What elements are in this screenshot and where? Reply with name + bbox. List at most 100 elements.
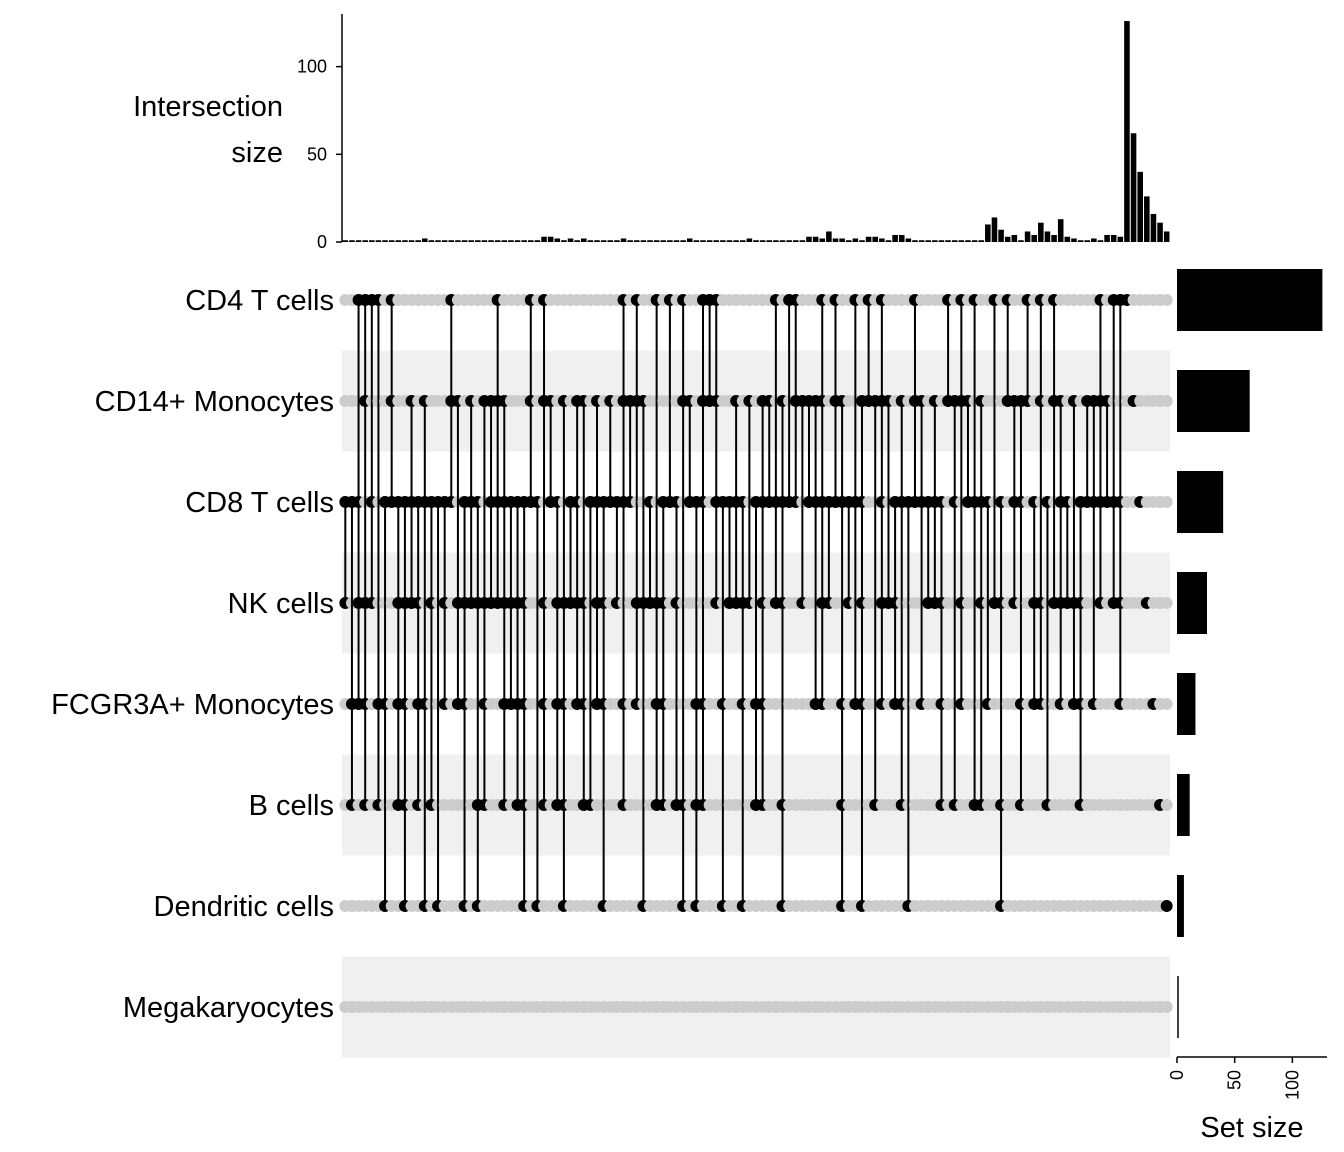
intersection-bar [441, 240, 448, 242]
intersection-bar [508, 240, 514, 242]
matrix-dot-inactive [1160, 698, 1173, 710]
intersection-bar [402, 240, 408, 242]
intersection-bar [574, 240, 580, 242]
intersection-bar [547, 236, 554, 242]
intersection-bar [534, 240, 541, 242]
set-size-bars [1177, 269, 1323, 1038]
intersection-bar [686, 238, 693, 242]
intersection-bar [1077, 240, 1084, 242]
intersection-bar [521, 240, 527, 242]
intersection-bar [918, 240, 925, 242]
intersection-bar [607, 240, 614, 242]
intersection-bar [965, 240, 971, 242]
intersection-tick-label: 0 [317, 232, 327, 252]
intersection-bar [461, 240, 468, 242]
intersection-bar [673, 240, 680, 242]
intersection-bar [554, 238, 561, 242]
intersection-bar [408, 240, 415, 242]
intersection-bar [739, 240, 746, 242]
intersection-bar [422, 238, 428, 242]
intersection-bar [428, 240, 435, 242]
intersection-tick-label: 50 [307, 144, 327, 164]
intersection-bar [872, 236, 879, 242]
intersection-bar [753, 240, 759, 242]
intersection-bar [759, 240, 766, 242]
intersection-bar [971, 240, 978, 242]
intersection-bar [885, 240, 892, 242]
intersection-bar [501, 240, 508, 242]
intersection-bars [342, 21, 1170, 243]
set-label: CD4 T cells [185, 285, 334, 317]
set-label: NK cells [228, 588, 334, 620]
intersection-bar [819, 238, 826, 242]
intersection-bar [448, 240, 455, 242]
matrix-dot-inactive [1160, 395, 1173, 407]
intersection-bar [435, 240, 441, 242]
intersection-axis-title-line-1: Intersection [133, 91, 283, 123]
intersection-bar [1144, 196, 1150, 242]
intersection-bar [700, 240, 706, 242]
intersection-bar [706, 240, 713, 242]
intersection-bar [528, 240, 534, 242]
intersection-bar [879, 238, 885, 242]
intersection-bar [633, 240, 640, 242]
intersection-bar [1163, 231, 1170, 242]
intersection-bar [726, 240, 733, 242]
intersection-bar [680, 240, 686, 242]
intersection-bar [985, 224, 991, 242]
intersection-bar [1097, 240, 1104, 242]
set-label: Megakaryocytes [123, 992, 334, 1024]
intersection-bar [395, 240, 402, 242]
intersection-bar [713, 240, 720, 242]
intersection-bar [375, 240, 382, 242]
intersection-bar [362, 240, 368, 242]
intersection-bar [1051, 234, 1057, 242]
intersection-bar [514, 240, 521, 242]
set-size-axis: 0 50 100 [1167, 1056, 1327, 1100]
intersection-bar [561, 240, 567, 242]
matrix-dot-inactive [1160, 799, 1173, 811]
intersection-bar [978, 240, 984, 242]
intersection-bar [892, 234, 898, 242]
intersection-bar [1044, 231, 1051, 242]
intersection-bar [1137, 171, 1143, 242]
intersection-bar [912, 240, 918, 242]
matrix-dot-active [1160, 900, 1173, 912]
intersection-bar [1071, 238, 1077, 242]
set-label: B cells [249, 790, 334, 822]
intersection-bar [369, 240, 375, 242]
intersection-bar [567, 238, 574, 242]
intersection-bar [1024, 231, 1031, 242]
intersection-bar [859, 240, 865, 242]
intersection-bar [653, 240, 660, 242]
intersection-bar [1130, 133, 1137, 242]
intersection-axis: 0 50 100 [297, 14, 343, 252]
intersection-bar [600, 240, 607, 242]
intersection-bar [1104, 234, 1110, 242]
set-label: Dendritic cells [154, 891, 335, 923]
intersection-bar [779, 240, 786, 242]
set-size-bar [1177, 370, 1250, 432]
intersection-bar [1150, 213, 1157, 242]
intersection-bar [845, 240, 852, 242]
intersection-bar [746, 238, 753, 242]
intersection-bar [660, 240, 667, 242]
set-size-bar [1177, 673, 1196, 735]
intersection-bar [614, 240, 620, 242]
intersection-bar [832, 238, 839, 242]
intersection-bar [1117, 236, 1124, 242]
intersection-bar [951, 240, 958, 242]
intersection-bar [1091, 238, 1097, 242]
set-size-bar [1177, 875, 1184, 937]
intersection-bar [1110, 234, 1117, 242]
intersection-bar [580, 238, 587, 242]
intersection-bar [388, 240, 395, 242]
intersection-bar [998, 229, 1004, 242]
intersection-bar [667, 240, 673, 242]
set-size-tick-label: 50 [1225, 1070, 1245, 1090]
intersection-bar [468, 240, 474, 242]
intersection-bar [991, 217, 998, 242]
intersection-bar [415, 240, 421, 242]
set-size-tick-label: 100 [1282, 1070, 1302, 1100]
